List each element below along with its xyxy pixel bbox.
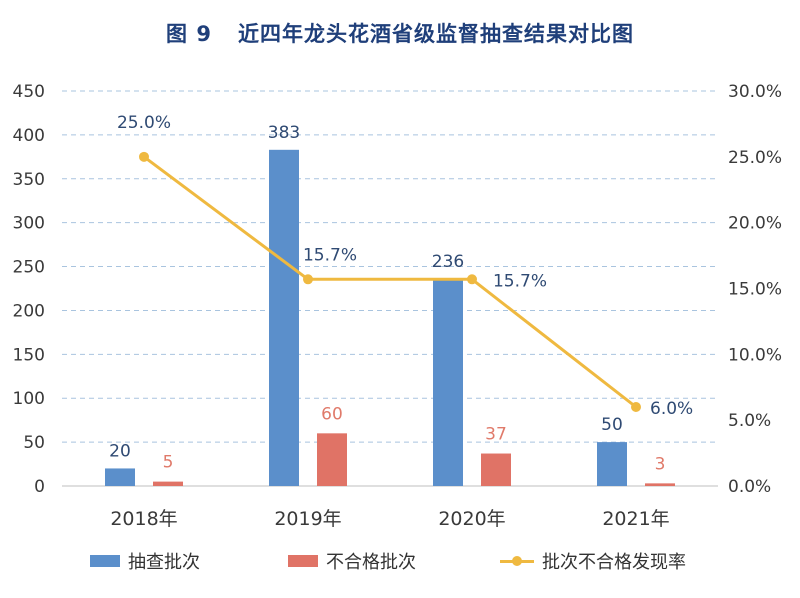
left-axis-tick-label: 50 — [23, 433, 45, 453]
left-axis-tick-label: 250 — [13, 258, 45, 278]
legend-label-sampled: 抽查批次 — [128, 552, 200, 573]
legend-swatch-failed — [288, 555, 318, 567]
left-axis-tick-label: 300 — [13, 214, 45, 234]
rate-point — [467, 274, 477, 285]
chart-legend: 抽查批次 不合格批次 批次不合格发现率 — [0, 548, 800, 578]
x-category-label: 2018年 — [110, 508, 177, 530]
rate-line — [143, 155, 637, 409]
bar-failed — [481, 453, 511, 486]
legend-label-rate: 批次不合格发现率 — [542, 552, 686, 573]
legend-item-rate: 批次不合格发现率 — [500, 548, 686, 574]
bar-failed-label: 5 — [163, 453, 174, 473]
combo-chart: 0501001502002503003504004500.0%5.0%10.0%… — [13, 82, 782, 530]
rate-point — [631, 402, 641, 412]
bar-sampled — [269, 149, 299, 487]
right-axis-tick-label: 5.0% — [728, 411, 771, 431]
rate-label: 25.0% — [117, 113, 171, 133]
bar-sampled-label: 383 — [268, 123, 300, 143]
bar-failed — [645, 483, 675, 486]
bar-sampled — [433, 278, 463, 486]
rate-label: 15.7% — [493, 271, 547, 291]
rate-label: 15.7% — [303, 245, 357, 265]
legend-item-failed: 不合格批次 — [288, 548, 416, 574]
left-axis-tick-label: 450 — [13, 82, 45, 102]
figure-number: 图 9 — [166, 22, 212, 46]
legend-swatch-sampled — [90, 555, 120, 567]
right-axis-tick-label: 20.0% — [728, 214, 782, 234]
left-axis-tick-label: 350 — [13, 170, 45, 190]
left-axis-tick-label: 200 — [13, 301, 45, 321]
bar-failed — [317, 433, 347, 486]
right-axis-tick-label: 15.0% — [728, 280, 782, 300]
right-axis-tick-label: 0.0% — [728, 477, 771, 497]
legend-item-sampled: 抽查批次 — [90, 548, 200, 574]
legend-label-failed: 不合格批次 — [326, 552, 416, 573]
right-axis-tick-label: 25.0% — [728, 148, 782, 168]
bar-sampled — [597, 442, 627, 486]
left-axis-tick-label: 400 — [13, 126, 45, 146]
legend-swatch-rate — [500, 555, 534, 567]
left-axis-tick-label: 100 — [13, 389, 45, 409]
bar-failed-label: 60 — [321, 404, 343, 424]
x-category-label: 2021年 — [602, 508, 669, 530]
bar-failed-label: 37 — [485, 425, 507, 445]
x-category-label: 2019年 — [274, 508, 341, 530]
rate-point — [139, 151, 149, 162]
right-axis-tick-label: 10.0% — [728, 345, 782, 365]
rate-point — [303, 274, 313, 285]
bar-sampled — [105, 468, 135, 486]
right-axis-tick-label: 30.0% — [728, 82, 782, 102]
bar-sampled-label: 50 — [601, 415, 623, 435]
x-category-label: 2020年 — [438, 508, 505, 530]
rate-label: 6.0% — [650, 399, 693, 419]
bar-failed — [153, 481, 183, 486]
left-axis-tick-label: 0 — [34, 477, 45, 497]
chart-title: 图 9 近四年龙头花酒省级监督抽查结果对比图 — [0, 18, 800, 48]
left-axis-tick-label: 150 — [13, 345, 45, 365]
bar-sampled-label: 236 — [432, 252, 464, 272]
bar-failed-label: 3 — [655, 454, 666, 474]
bar-sampled-label: 20 — [109, 441, 131, 461]
figure-title-text: 近四年龙头花酒省级监督抽查结果对比图 — [237, 22, 634, 46]
